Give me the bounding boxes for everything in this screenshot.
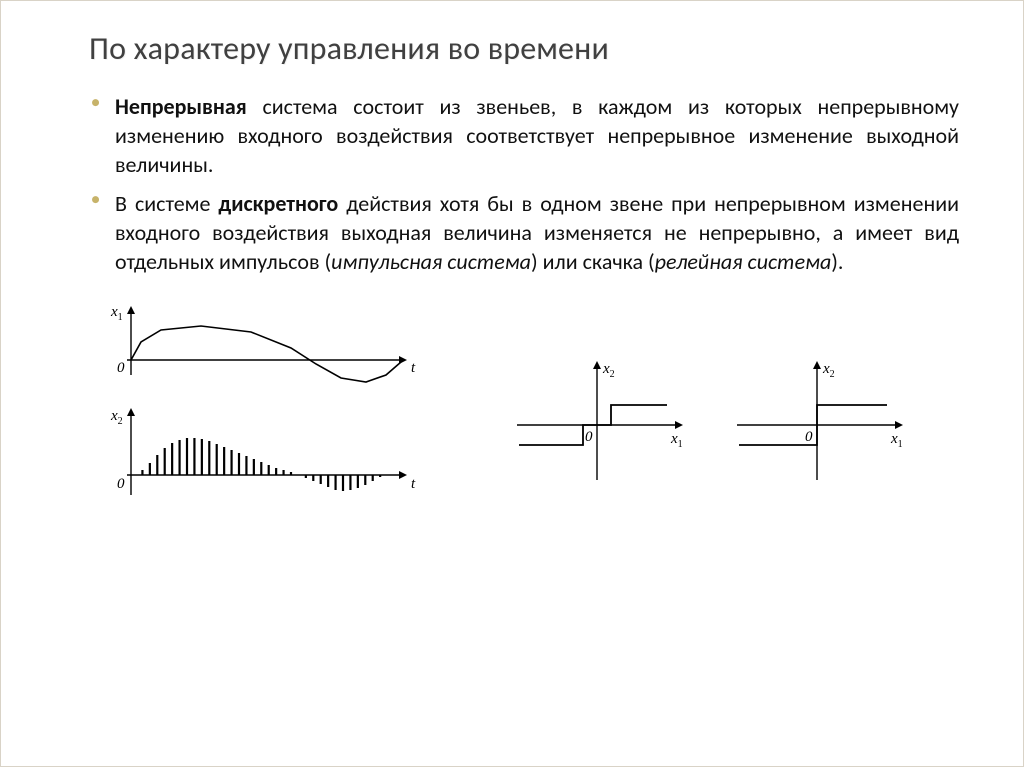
text-span: Непрерывная <box>115 93 247 120</box>
wave-curve <box>131 326 401 382</box>
zero-label: 0 <box>117 476 125 492</box>
zero-label: 0 <box>585 429 593 445</box>
bullet-item: Непрерывная система состоит из звеньев, … <box>91 92 959 179</box>
text-span: В системе <box>115 190 218 217</box>
axis-label-t1: t <box>411 360 416 376</box>
figures-row: x1 0 t x2 0 t <box>61 300 963 530</box>
text-span: релейная система <box>655 248 832 275</box>
axis-label-x: x1 <box>670 431 683 450</box>
bullet-list: Непрерывная система состоит из звеньев, … <box>61 92 963 276</box>
axis-label-t2: t <box>411 476 416 492</box>
axis-label-y2: x2 <box>110 408 123 427</box>
text-span: импульсная система <box>331 248 531 275</box>
axis-label-y1: x1 <box>110 304 123 323</box>
figure-relay-1: x2 x1 0 <box>502 320 692 530</box>
zero-label: 0 <box>805 429 813 445</box>
text-span: ). <box>831 248 843 275</box>
slide-root: По характеру управления во времени Непре… <box>0 0 1024 767</box>
text-span: ) или скачка ( <box>531 248 655 275</box>
axis-label-x: x1 <box>890 431 903 450</box>
bullet-item: В системе дискретного действия хотя бы в… <box>91 189 959 276</box>
page-title: По характеру управления во времени <box>89 29 963 68</box>
text-span: дискретного <box>218 190 338 217</box>
zero-label: 0 <box>117 360 125 376</box>
figure-relay-2: x2 x1 0 <box>722 320 912 530</box>
axis-label-y: x2 <box>602 361 615 380</box>
figure-impulse: x1 0 t x2 0 t <box>71 300 451 530</box>
figure-relay-group: x2 x1 0 x2 x1 0 <box>451 300 963 530</box>
axis-label-y: x2 <box>822 361 835 380</box>
impulse-bars <box>135 438 388 491</box>
